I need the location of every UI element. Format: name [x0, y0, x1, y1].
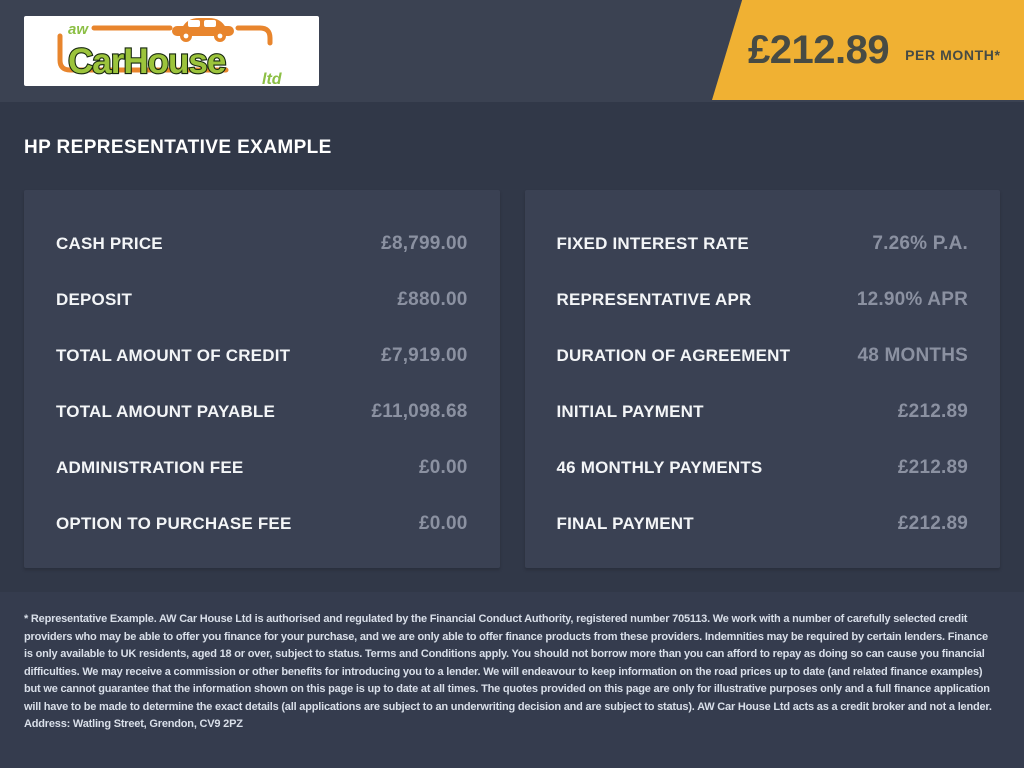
row-label: TOTAL AMOUNT PAYABLE — [56, 402, 276, 421]
header: aw CarHouse — [0, 0, 1024, 102]
row-label: INITIAL PAYMENT — [556, 402, 704, 421]
finance-row-option-fee: OPTION TO PURCHASE FEE £0.00 — [56, 496, 468, 552]
row-label: DEPOSIT — [56, 290, 133, 309]
finance-row-total-payable: TOTAL AMOUNT PAYABLE £11,098.68 — [56, 384, 468, 440]
row-value: £11,098.68 — [371, 401, 468, 422]
finance-row-monthly-payments: 46 MONTHLY PAYMENTS £212.89 — [557, 440, 969, 496]
monthly-price-banner: £212.89 PER MONTH* — [711, 0, 1024, 100]
finance-row-initial-payment: INITIAL PAYMENT £212.89 — [557, 384, 969, 440]
finance-row-interest-rate: FIXED INTEREST RATE 7.26% P.A. — [557, 216, 969, 272]
finance-details-panel-right: FIXED INTEREST RATE 7.26% P.A. REPRESENT… — [524, 190, 1000, 568]
row-label: OPTION TO PURCHASE FEE — [56, 514, 292, 533]
finance-row-total-credit: TOTAL AMOUNT OF CREDIT £7,919.00 — [56, 328, 468, 384]
disclaimer-text: * Representative Example. AW Car House L… — [24, 613, 992, 730]
finance-panels: CASH PRICE £8,799.00 DEPOSIT £880.00 TOT… — [24, 190, 1000, 568]
row-value: £212.89 — [897, 457, 968, 478]
per-month-label: PER MONTH* — [905, 47, 1001, 63]
row-value: 12.90% APR — [856, 289, 968, 310]
finance-row-final-payment: FINAL PAYMENT £212.89 — [557, 496, 969, 552]
finance-row-admin-fee: ADMINISTRATION FEE £0.00 — [56, 440, 468, 496]
row-value: 7.26% P.A. — [872, 233, 968, 254]
row-value: £0.00 — [418, 513, 468, 534]
finance-row-deposit: DEPOSIT £880.00 — [56, 272, 468, 328]
finance-row-apr: REPRESENTATIVE APR 12.90% APR — [557, 272, 969, 328]
row-value: £8,799.00 — [381, 233, 468, 254]
row-value: £7,919.00 — [381, 345, 468, 366]
row-label: CASH PRICE — [56, 234, 163, 253]
car-icon — [172, 18, 234, 42]
page-title: HP REPRESENTATIVE EXAMPLE — [24, 137, 332, 158]
row-value: 48 MONTHS — [857, 345, 968, 366]
disclaimer-section: * Representative Example. AW Car House L… — [0, 592, 1024, 768]
logo-right-bracket — [235, 25, 273, 46]
carhouse-logo-graphic: aw CarHouse — [57, 18, 283, 88]
finance-row-cash-price: CASH PRICE £8,799.00 — [56, 216, 468, 272]
finance-details-panel-left: CASH PRICE £8,799.00 DEPOSIT £880.00 TOT… — [24, 190, 500, 568]
finance-row-duration: DURATION OF AGREEMENT 48 MONTHS — [557, 328, 969, 384]
logo-bottom-rule — [57, 33, 229, 73]
monthly-price: £212.89 — [748, 27, 890, 72]
row-label: ADMINISTRATION FEE — [56, 458, 244, 477]
row-label: FINAL PAYMENT — [556, 514, 694, 533]
row-label: TOTAL AMOUNT OF CREDIT — [56, 346, 291, 365]
row-label: FIXED INTEREST RATE — [556, 234, 749, 253]
row-value: £880.00 — [397, 289, 468, 310]
row-value: £0.00 — [418, 457, 468, 478]
logo-name-text: CarHouse — [68, 42, 226, 81]
logo-ltd-text: ltd — [262, 71, 283, 86]
row-label: DURATION OF AGREEMENT — [556, 346, 791, 365]
logo-aw-text: aw — [68, 21, 89, 38]
row-label: 46 MONTHLY PAYMENTS — [556, 458, 763, 477]
row-value: £212.89 — [897, 401, 968, 422]
row-label: REPRESENTATIVE APR — [556, 290, 752, 309]
row-value: £212.89 — [897, 513, 968, 534]
carhouse-logo[interactable]: aw CarHouse — [24, 16, 319, 88]
